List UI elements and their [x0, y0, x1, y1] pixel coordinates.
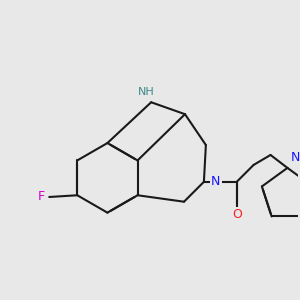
- Text: O: O: [232, 208, 242, 221]
- Text: N: N: [211, 175, 220, 188]
- Text: NH: NH: [138, 87, 154, 97]
- Text: F: F: [38, 190, 45, 203]
- Text: N: N: [291, 152, 300, 164]
